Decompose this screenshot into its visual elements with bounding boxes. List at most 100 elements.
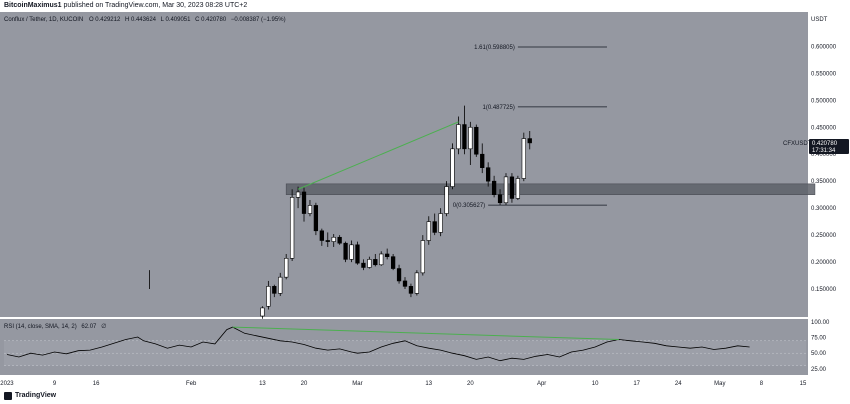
time-tick-label: 13 — [425, 381, 432, 387]
candle-body — [373, 259, 378, 266]
candle-body — [414, 272, 420, 294]
rsi-tick-label: 25.00 — [811, 367, 827, 373]
price-tick-label: 0.200000 — [811, 260, 837, 266]
bar-countdown: 17:31:34 — [812, 148, 836, 154]
time-tick-label: 17 — [633, 381, 640, 387]
time-tick-label: 8 — [760, 381, 764, 387]
candle-body — [521, 138, 526, 179]
svg-text:Conflux / Tether, 1D, KUCOIN: Conflux / Tether, 1D, KUCOIN O 0.429212 … — [4, 17, 286, 23]
candle-body — [474, 126, 479, 155]
candle-body — [355, 244, 360, 264]
price-axis — [808, 12, 850, 388]
candle-body — [432, 221, 437, 233]
main-pane-background — [0, 12, 808, 317]
candle-body — [343, 242, 348, 260]
candle-body — [284, 257, 289, 278]
candle-body — [272, 286, 277, 294]
rsi-legend-value: 62.07 — [81, 324, 97, 330]
fib-level-label: 1.61(0.598805) — [474, 45, 515, 51]
candle-body — [509, 176, 515, 199]
candle-body — [301, 191, 307, 214]
time-tick-label: 24 — [675, 381, 682, 387]
candle-body — [408, 286, 414, 294]
price-axis-ticks: 0.600000 0.550000 0.500000 0.450000 0.400000… — [811, 44, 837, 293]
rsi-legend-nan: ∅ — [101, 323, 106, 330]
rsi-legend: RSI (14, close, SMA, 14, 2) 62.07 ∅ — [4, 323, 106, 330]
candle-body — [402, 280, 408, 287]
time-tick-label: Apr — [537, 381, 546, 387]
candle-body — [491, 180, 497, 195]
currency-label: USDT — [811, 17, 828, 23]
candle-body — [396, 268, 402, 282]
time-axis-ticks: 2023 9 16 Feb 13 20 Mar 13 20 Apr 10 17 24 May 8 15 — [0, 381, 807, 387]
candle-body — [361, 262, 366, 268]
ohlc-close: C 0.420780 — [195, 17, 227, 23]
rsi-tick-label: 100.00 — [811, 320, 830, 326]
candle-body — [438, 213, 443, 233]
last-price-tag: 0.420780 17:31:34 CFXUSDT — [783, 139, 849, 155]
candle-body — [385, 253, 390, 257]
candle-body — [289, 197, 295, 259]
fib-labels-layer: 1.61(0.598805) 1(0.487725) 0(0.305627) — [453, 45, 515, 209]
ohlc-open: O 0.429212 — [89, 17, 121, 23]
price-tick-label: 0.550000 — [811, 71, 837, 77]
fib-level-label: 0(0.305627) — [453, 203, 485, 209]
last-price-value: 0.420780 — [812, 141, 838, 147]
candle-body — [444, 186, 449, 214]
candle-body — [313, 205, 319, 232]
author-name: BitcoinMaximus1 — [4, 2, 62, 9]
time-tick-label: 20 — [467, 381, 474, 387]
candle-body — [456, 124, 461, 150]
symbol-tag: CFXUSDT — [783, 141, 812, 147]
candle-body — [450, 148, 455, 187]
price-tick-label: 0.250000 — [811, 233, 837, 239]
candle-body — [462, 124, 467, 150]
rsi-line — [6, 326, 750, 362]
candle-body — [379, 253, 384, 266]
candle-body — [307, 205, 313, 214]
price-tick-label: 0.400000 — [811, 152, 837, 158]
candle-body — [319, 230, 324, 241]
price-tick-label: 0.450000 — [811, 125, 837, 131]
candle-body — [260, 307, 265, 317]
candle-body — [331, 236, 336, 242]
candle-body — [527, 138, 532, 144]
price-tick-label: 0.600000 — [811, 44, 837, 50]
candle-body — [295, 191, 301, 198]
candle-body — [480, 153, 485, 168]
time-tick-label: Feb — [186, 381, 197, 387]
candle-body — [426, 221, 431, 241]
rsi-divergence-trendline — [232, 326, 619, 341]
fib-level-label: 1(0.487725) — [483, 105, 515, 111]
time-tick-label: May — [714, 381, 725, 387]
publish-info: published on TradingView.com, Mar 30, 20… — [63, 2, 248, 9]
candle-body — [367, 259, 372, 268]
time-tick-label: Mar — [352, 381, 362, 387]
price-divergence-trendline — [297, 121, 459, 190]
rsi-legend-label: RSI (14, close, SMA, 14, 2) — [4, 324, 77, 330]
chart-title: Conflux / Tether, 1D, KUCOIN — [4, 17, 83, 23]
rsi-band-layer — [4, 340, 806, 366]
candle-body — [278, 276, 283, 294]
brand-name: TradingView — [15, 392, 57, 399]
time-tick-label: 15 — [800, 381, 807, 387]
chart-area[interactable]: 0.600000 0.550000 0.500000 0.450000 0.400000… — [0, 12, 850, 388]
candle-body — [497, 194, 503, 204]
rsi-line-layer — [6, 326, 750, 362]
time-tick-label: 9 — [53, 381, 57, 387]
rsi-axis-ticks: 100.00 75.00 50.00 25.00 — [811, 320, 830, 373]
rsi-tick-label: 75.00 — [811, 336, 827, 342]
price-tick-label: 0.150000 — [811, 287, 837, 293]
candle-body — [349, 244, 354, 260]
ohlc-low: L 0.409051 — [161, 17, 191, 23]
support-zone — [285, 183, 816, 195]
publish-header: BitcoinMaximus1 published on TradingView… — [0, 0, 850, 12]
time-tick-label: 13 — [259, 381, 266, 387]
candle-body — [503, 176, 509, 204]
candle-body — [390, 256, 396, 269]
candle-body — [325, 240, 330, 242]
candle-body — [266, 286, 271, 307]
time-tick-label: 16 — [93, 381, 100, 387]
svg-text:RSI (14, close, SMA, 14, 2): RSI (14, close, SMA, 14, 2) 62.07 ∅ — [4, 323, 106, 330]
rsi-tick-label: 50.00 — [811, 351, 827, 357]
